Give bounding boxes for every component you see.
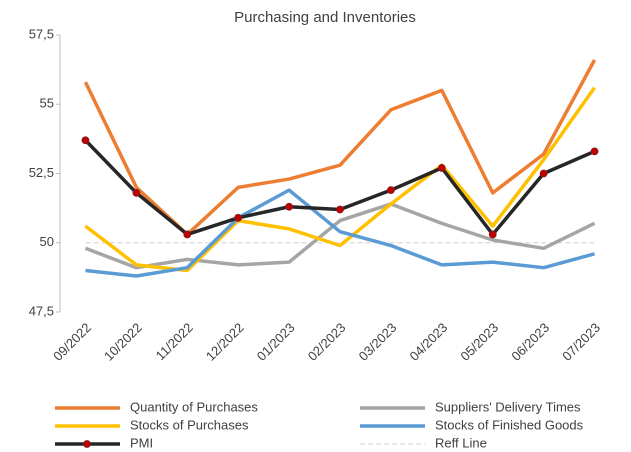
series-marker: [285, 202, 293, 211]
legend-label: Stocks of Purchases: [130, 417, 249, 432]
legend-label: PMI: [130, 435, 153, 450]
series-marker: [387, 186, 395, 195]
x-tick-label: 12/2022: [203, 320, 247, 364]
x-tick-label: 09/2022: [50, 320, 94, 364]
series-marker: [437, 164, 446, 172]
series-marker: [590, 147, 599, 156]
legend-label: Suppliers' Delivery Times: [435, 399, 581, 414]
series-marker: [183, 230, 192, 239]
x-tick-label: 03/2023: [356, 320, 400, 364]
y-tick-label: 47,5: [29, 303, 54, 318]
y-tick-label: 57,5: [29, 26, 54, 41]
series-marker: [234, 213, 243, 222]
legend-label: Stocks of Finished Goods: [435, 417, 584, 432]
series-line: [84, 86, 596, 273]
series-marker: [488, 230, 497, 239]
legend-label: Reff Line: [435, 435, 487, 450]
x-tick-label: 04/2023: [407, 320, 451, 364]
y-tick-label: 50: [40, 234, 54, 249]
series-line: [85, 188, 596, 278]
y-tick-label: 52,5: [29, 165, 54, 180]
x-tick-label: 11/2022: [153, 320, 196, 363]
series-marker: [336, 205, 344, 214]
x-tick-label: 05/2023: [457, 320, 501, 364]
legend-marker: [83, 440, 91, 448]
y-tick-label: 55: [40, 96, 54, 111]
x-tick-label: 06/2023: [508, 320, 552, 364]
x-tick-label: 01/2023: [254, 320, 298, 364]
x-tick-label: 10/2022: [101, 320, 145, 364]
series-marker: [539, 169, 548, 178]
x-tick-label: 02/2023: [305, 320, 349, 364]
legend-label: Quantity of Purchases: [130, 399, 258, 414]
x-tick-label: 07/2023: [559, 320, 603, 364]
series-marker: [132, 188, 141, 197]
series-marker: [81, 136, 90, 145]
series-line: [84, 202, 596, 270]
chart-title: Purchasing and Inventories: [234, 9, 416, 26]
